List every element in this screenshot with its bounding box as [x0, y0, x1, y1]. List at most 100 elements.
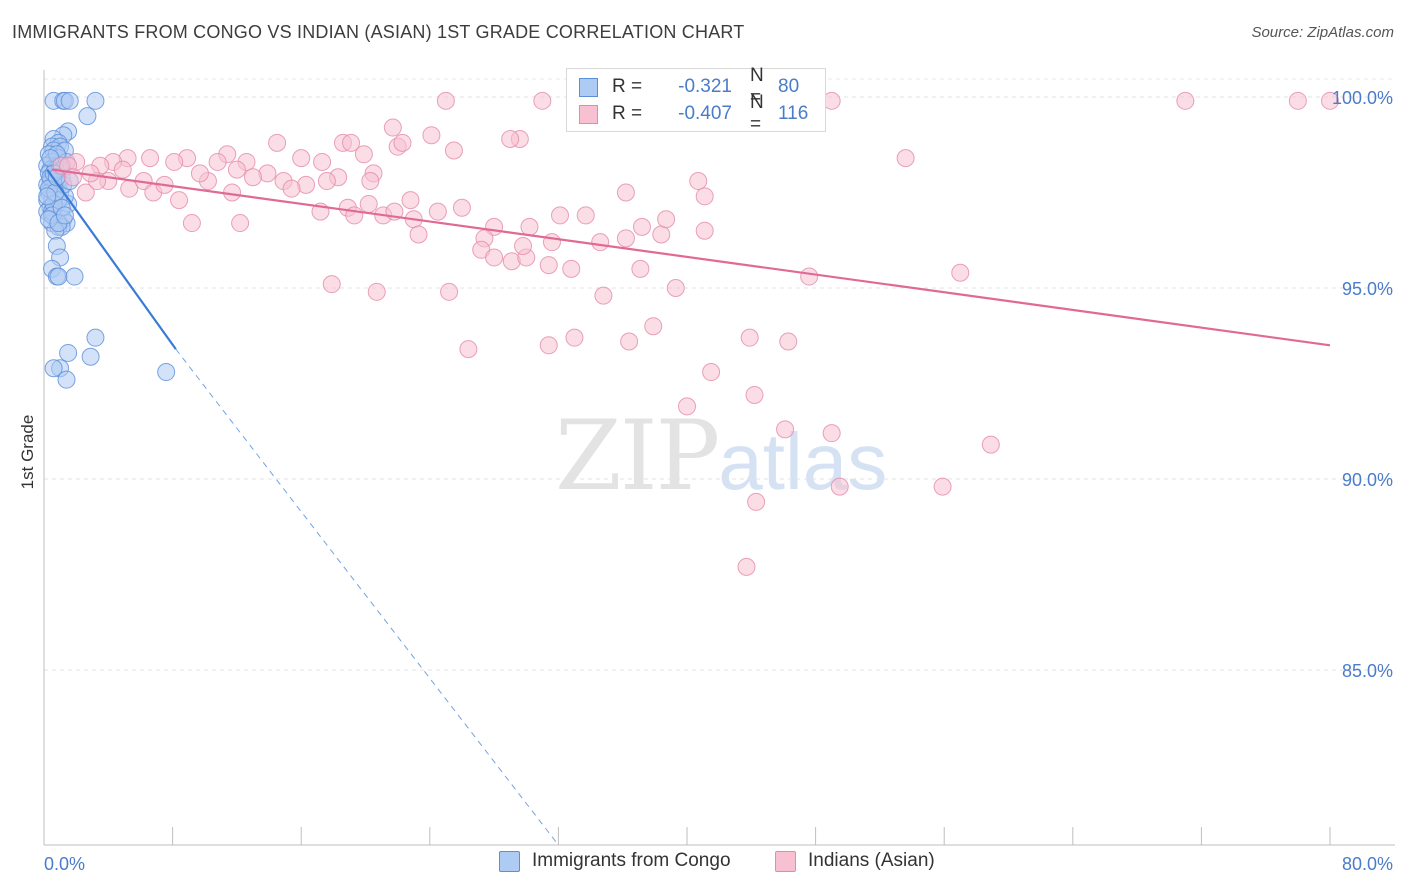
source-label[interactable]: Source: ZipAtlas.com: [1251, 24, 1394, 41]
data-point: [428, 202, 447, 221]
data-point: [591, 233, 610, 252]
data-point: [951, 263, 970, 282]
trend-line-extension: [175, 348, 559, 846]
data-point: [422, 126, 441, 145]
data-point: [322, 275, 341, 294]
y-tick-label: 90.0%: [1342, 470, 1393, 490]
r-label: R =: [612, 76, 643, 97]
data-point: [165, 152, 184, 171]
x-tick-label: 80.0%: [1342, 854, 1393, 874]
data-point: [542, 233, 561, 252]
data-point: [440, 282, 459, 301]
data-point: [292, 149, 311, 168]
data-point: [644, 317, 663, 336]
data-point: [747, 492, 766, 511]
data-point: [38, 187, 57, 206]
data-point: [282, 179, 301, 198]
data-point: [170, 191, 189, 210]
data-point: [1176, 91, 1195, 110]
data-point: [745, 385, 764, 404]
legend-item-congo[interactable]: Immigrants from Congo: [499, 850, 731, 872]
legend-swatch-indians: [579, 104, 598, 124]
tick-labels: 85.0% 90.0% 95.0% 100.0% 0.0% 80.0%: [44, 88, 1393, 874]
r-value: -0.407: [678, 103, 732, 124]
n-value: 116: [778, 103, 809, 124]
data-point: [520, 217, 539, 236]
data-point: [562, 259, 581, 278]
data-point: [444, 141, 463, 160]
data-point: [616, 183, 635, 202]
chart-title: IMMIGRANTS FROM CONGO VS INDIAN (ASIAN) …: [12, 22, 745, 42]
data-point: [485, 248, 504, 267]
stats-row-indians: R = -0.407 N = 116: [579, 92, 809, 135]
y-tick-label: 95.0%: [1342, 279, 1393, 299]
watermark: ZIPatlas: [555, 400, 887, 512]
legend-swatch-indians: [775, 850, 796, 872]
data-point: [49, 267, 68, 286]
data-point: [689, 172, 708, 191]
data-point: [81, 347, 100, 366]
data-point: [822, 424, 841, 443]
data-point: [594, 286, 613, 305]
data-point: [60, 91, 79, 110]
stats-row-congo: R = -0.321 N = 80: [579, 65, 800, 108]
data-point: [981, 435, 1000, 454]
data-point: [157, 363, 176, 382]
data-point: [695, 187, 714, 206]
data-point: [514, 236, 533, 255]
data-point: [342, 133, 361, 152]
trend-line: [51, 168, 1331, 347]
data-point: [678, 397, 696, 416]
data-point: [76, 183, 95, 202]
data-point: [539, 336, 558, 355]
trend-line: [46, 168, 177, 350]
data-point: [367, 282, 386, 301]
y-tick-label: 85.0%: [1342, 661, 1393, 681]
series-congo: [38, 91, 176, 389]
legend-swatch-congo: [499, 850, 520, 872]
data-point: [409, 225, 428, 244]
legend-item-indians[interactable]: Indians (Asian): [775, 850, 935, 872]
data-point: [227, 160, 246, 179]
n-label: N =: [750, 65, 764, 108]
data-point: [393, 133, 412, 152]
data-point: [59, 343, 78, 362]
data-point: [632, 217, 651, 236]
data-point: [141, 149, 160, 168]
data-point: [779, 332, 798, 351]
data-point: [65, 267, 84, 286]
data-point: [565, 328, 584, 347]
r-label: R =: [612, 103, 643, 124]
data-point: [1288, 91, 1307, 110]
data-point: [616, 229, 635, 248]
data-point: [354, 145, 373, 164]
data-point: [702, 363, 721, 382]
watermark-atlas: atlas: [718, 417, 888, 506]
series-indians: [52, 91, 1339, 576]
data-point: [737, 557, 756, 576]
data-point: [361, 172, 380, 191]
data-point: [208, 152, 227, 171]
data-point: [896, 149, 915, 168]
data-point: [401, 191, 420, 210]
data-point: [459, 340, 478, 359]
data-point: [182, 214, 201, 233]
data-point: [78, 107, 97, 126]
data-point: [243, 168, 262, 187]
x-tick-label: 0.0%: [44, 854, 85, 874]
data-point: [113, 160, 132, 179]
data-point: [190, 164, 209, 183]
series-legend: Immigrants from Congo Indians (Asian): [0, 850, 1406, 878]
data-point: [268, 133, 287, 152]
data-point: [55, 206, 74, 225]
legend-swatch-congo: [579, 77, 598, 97]
n-value: 80: [778, 76, 800, 97]
data-point: [57, 370, 76, 389]
data-point: [800, 267, 819, 286]
data-point: [830, 477, 849, 496]
data-point: [120, 179, 139, 198]
data-point: [501, 130, 520, 149]
data-point: [383, 118, 402, 137]
data-point: [436, 91, 455, 110]
